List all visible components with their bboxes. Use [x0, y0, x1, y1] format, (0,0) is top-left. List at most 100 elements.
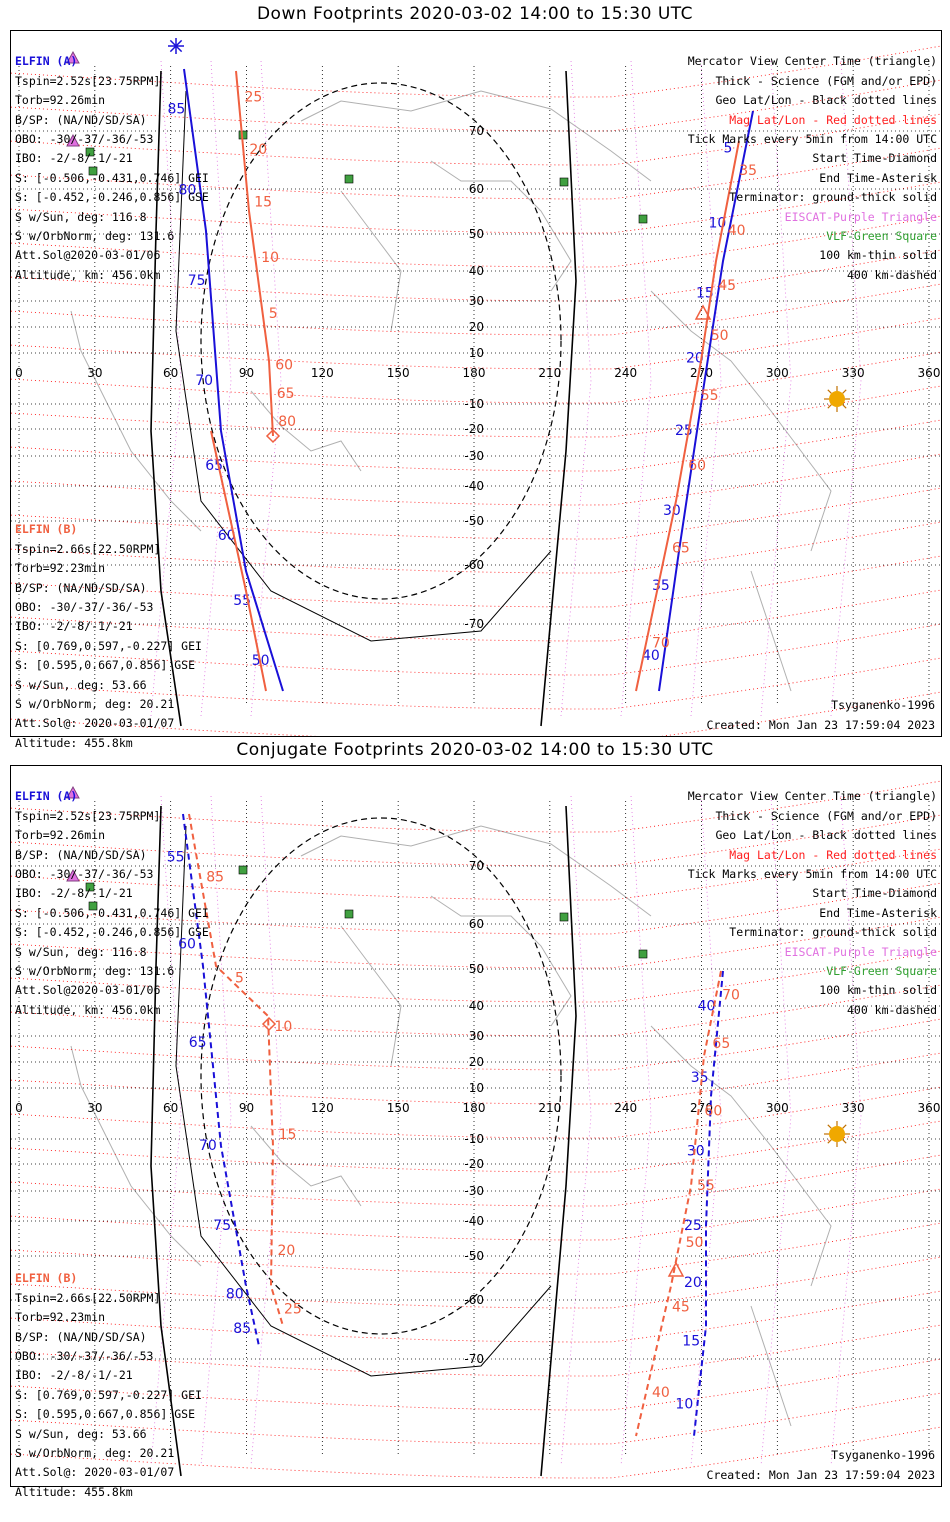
vlf-station-icon — [638, 214, 648, 224]
elfin-b-obo: OBO: -30/-37/-36/-53 — [15, 1349, 154, 1364]
elfin-b-tspin: Tspin=2.66s[22.50RPM] — [15, 1290, 161, 1305]
mag-lon-line — [830, 795, 862, 1467]
geo-lat-label: -50 — [464, 514, 484, 528]
legend-400km: 400 km-dashed — [846, 1002, 937, 1017]
mag-lon-line — [560, 60, 592, 717]
elfin-a-east-track-tick-label: 40 — [698, 999, 716, 1015]
legend-down: Mercator View Center Time (triangle) Thi… — [688, 33, 937, 305]
panel-title-conjugate: Conjugate Footprints 2020-03-02 14:00 to… — [236, 740, 714, 760]
start-diamond-icon — [261, 1016, 277, 1032]
elfin-a-torb: Torb=92.26min — [15, 828, 106, 843]
lon-tick-label: 300 — [766, 366, 789, 380]
vlf-station-icon — [85, 882, 95, 892]
coastline — [340, 925, 402, 1067]
elfin-a-west-track — [183, 68, 284, 692]
lon-tick-label: 240 — [614, 1101, 637, 1115]
elfin-b-alt: Altitude: 455.8km — [15, 735, 133, 750]
elfin-a-east-track-tick-label: 15 — [696, 286, 714, 302]
elfin-b-west-track-tick-label: 60 — [275, 358, 293, 374]
elfin-b-east-track-tick-label: 55 — [697, 1178, 715, 1194]
mag-lon-line — [620, 795, 652, 1467]
legend-thick-science: Thick - Science (FGM and/or EPD) — [715, 73, 937, 88]
geo-lat-label: -20 — [464, 422, 484, 436]
elfin-a-east-track-tick-label: 25 — [684, 1218, 702, 1234]
elfin-a-west-track-tick-label: 75 — [213, 1218, 231, 1234]
elfin-b-ibo: IBO: -2/-8/-1/-21 — [15, 1368, 133, 1383]
geo-lat-label: -70 — [464, 1352, 484, 1366]
geo-lat-label: -50 — [464, 1249, 484, 1263]
geo-lat-label: 40 — [469, 264, 484, 278]
legend-center-time: Mercator View Center Time (triangle) — [687, 54, 937, 69]
mag-lon-line — [200, 795, 232, 1467]
legend-eiscat: EISCAT-Purple Triangle — [784, 944, 937, 959]
elfin-a-att: Att.Sol@2020-03-01/06 — [15, 983, 161, 998]
coastline — [250, 390, 362, 472]
geo-lat-label: 70 — [469, 859, 484, 873]
coastline — [300, 825, 652, 917]
elfin-b-east-track-tick-label: 65 — [672, 541, 690, 557]
legend-start-time: Start Time-Diamond — [812, 886, 937, 901]
elfin-a-west-track-tick-label: 75 — [188, 273, 206, 289]
eiscat-triangle-icon — [66, 133, 80, 147]
elfin-a-label: ELFIN (A) — [15, 789, 78, 804]
legend-tick-marks: Tick Marks every 5min from 14:00 UTC — [687, 867, 937, 882]
terminator-100km-line — [175, 90, 552, 642]
geo-lat-label: 20 — [469, 1055, 484, 1069]
elfin-b-s-orb: S w/OrbNorm, deg: 20.21 — [15, 1446, 175, 1461]
elfin-b-torb: Torb=92.23min — [15, 561, 106, 576]
elfin-b-east-track-tick-label: 50 — [686, 1235, 704, 1251]
elfin-a-east-track-tick-label: 15 — [682, 1334, 700, 1350]
vlf-station-icon — [638, 949, 648, 959]
coastline — [340, 190, 402, 332]
geo-lat-label: 50 — [469, 962, 484, 976]
legend-terminator: Terminator: ground-thick solid — [729, 925, 937, 940]
geo-lat-label: 50 — [469, 227, 484, 241]
elfin-b-ibo: IBO: -2/-8/-1/-21 — [15, 619, 133, 634]
elfin-a-east-track-tick-label: 20 — [686, 351, 704, 367]
mag-lon-line — [250, 795, 282, 1467]
elfin-a-torb: Torb=92.26min — [15, 93, 106, 108]
legend-mag-lines: Mag Lat/Lon - Red dotted lines — [729, 112, 937, 127]
elfin-b-west-track-tick-label: 15 — [279, 1127, 297, 1143]
elfin-a-east-track — [693, 970, 724, 1437]
vlf-station-icon — [238, 865, 248, 875]
coastline — [750, 1305, 792, 1427]
vlf-station-icon — [559, 912, 569, 922]
mag-lon-line — [200, 60, 232, 717]
sun-icon — [824, 386, 850, 412]
legend-conjugate: Mercator View Center Time (triangle) Thi… — [688, 768, 937, 1040]
elfin-b-bsp: B/SP: (NA/ND/SD/SA) — [15, 1329, 147, 1344]
geo-lat-label: -70 — [464, 617, 484, 631]
elfin-b-s-sun: S w/Sun, deg: 53.66 — [15, 677, 147, 692]
legend-end-time: End Time-Asterisk — [819, 905, 937, 920]
legend-center-time: Mercator View Center Time (triangle) — [687, 789, 937, 804]
elfin-b-s-gei: S: [0.769,0.597,-0.227] GEI — [15, 638, 202, 653]
elfin-a-obo: OBO: -30/-37/-36/-53 — [15, 132, 154, 147]
vlf-station-icon — [559, 177, 569, 187]
legend-geo-lines: Geo Lat/Lon - Black dotted lines — [715, 828, 937, 843]
elfin-b-west-track-tick-label: 65 — [277, 386, 295, 402]
elfin-b-east-track — [635, 140, 740, 692]
lon-tick-label: 60 — [163, 1101, 178, 1115]
elfin-b-east-track — [635, 970, 722, 1437]
terminator-line — [150, 70, 182, 727]
created-label: Created: Mon Jan 23 17:59:04 2023 — [706, 718, 935, 732]
elfin-a-west-track-tick-label: 85 — [168, 102, 186, 118]
coastline — [650, 1025, 832, 1287]
vlf-station-icon — [88, 166, 98, 176]
geo-lat-label: 10 — [469, 1081, 484, 1095]
elfin-b-s-gse: S: [0.595,0.667,0.856] GSE — [15, 658, 196, 673]
elfin-a-west-track-tick-label: 80 — [226, 1287, 244, 1303]
center-time-triangle-icon — [667, 1261, 685, 1277]
terminator-line — [540, 70, 577, 727]
elfin-a-east-track-tick-label: 20 — [684, 1275, 702, 1291]
elfin-b-east-track-tick-label: 60 — [704, 1104, 722, 1120]
elfin-b-east-track-tick-label: 40 — [728, 223, 746, 239]
elfin-a-ibo: IBO: -2/-8/-1/-21 — [15, 886, 133, 901]
coastline — [750, 570, 792, 692]
lon-tick-label: 30 — [87, 366, 102, 380]
elfin-b-east-track-tick-label: 60 — [688, 458, 706, 474]
elfin-a-alt: Altitude, km: 456.0km — [15, 267, 161, 282]
